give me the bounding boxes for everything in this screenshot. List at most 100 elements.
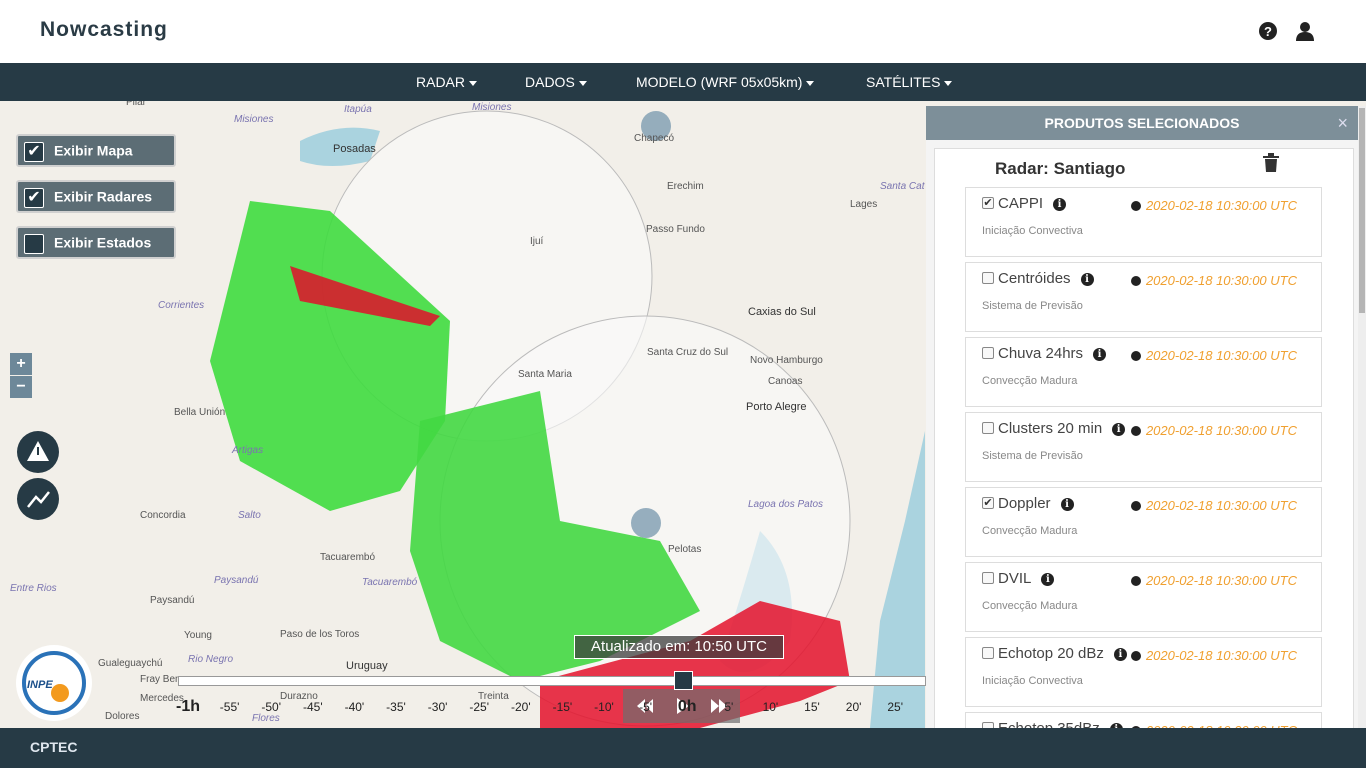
info-icon[interactable]: i <box>1113 647 1127 661</box>
map[interactable]: INPE PilarMisionesItapúaMisionesResisten… <box>0 101 1366 728</box>
product-checkbox[interactable] <box>982 647 994 659</box>
info-icon[interactable]: i <box>1109 722 1123 728</box>
info-icon[interactable]: i <box>1080 272 1094 286</box>
zoom-button[interactable]: + <box>10 353 32 375</box>
product-name-text: CAPPI <box>998 195 1044 212</box>
product-item: DVIL i 2020-02-18 10:30:00 UTC Convecção Ma… <box>965 562 1322 632</box>
timeline-label: 5' <box>724 700 734 714</box>
map-label: Lages <box>850 199 878 210</box>
map-label: Santa Maria <box>518 369 572 380</box>
timeline-label: 25' <box>887 700 904 714</box>
toggle-label: Exibir Radares <box>54 188 153 205</box>
tool-buttons[interactable] <box>16 431 60 521</box>
timeline-label: 10' <box>762 700 779 714</box>
info-icon[interactable]: i <box>1060 497 1074 511</box>
timeline-label: -5' <box>639 700 653 714</box>
product-item: Echotop 35dBzi2020-02-18 10:30:00 UTCIni… <box>965 712 1322 728</box>
nav-item[interactable]: DADOS <box>525 74 587 90</box>
product-time: 2020-02-18 10:30:00 UTC <box>1131 423 1297 438</box>
info-icon[interactable]: i <box>1041 572 1055 586</box>
zoom-button[interactable]: − <box>10 376 32 398</box>
map-label: Chapecó <box>634 133 675 144</box>
close-button[interactable]: × <box>1337 113 1348 133</box>
info-icon[interactable]: i <box>1112 422 1126 436</box>
map-label: Tacuarembó <box>320 552 376 563</box>
player-controls[interactable] <box>623 689 740 723</box>
cptec-logo: CPTEC <box>30 739 78 755</box>
product-checkbox[interactable] <box>982 347 994 359</box>
timeline-label: 20' <box>845 700 862 714</box>
timeline-label: -55' <box>219 700 240 714</box>
product-checkbox[interactable] <box>982 272 994 284</box>
product-checkbox[interactable]: ✔ <box>982 497 994 509</box>
timeline-thumb[interactable] <box>674 671 693 690</box>
product-item: Clusters 20 min i 2020-02-18 10:30:00 UTC S… <box>965 412 1322 482</box>
scroll-thumb[interactable] <box>1359 108 1365 313</box>
map-label: Porto Alegre <box>746 401 807 413</box>
panel-card: Radar: Santiago ✔ CAPPI i 2020-02-18 10:30:… <box>934 148 1354 728</box>
product-time: 2020-02-18 10:30:00 UTC <box>1131 273 1297 288</box>
info-icon[interactable]: i <box>1093 347 1107 361</box>
map-toggle[interactable]: ✔ Exibir Mapa <box>16 134 176 167</box>
map-label: Concordia <box>140 510 186 521</box>
nav-item[interactable]: MODELO (WRF 05x05km) <box>636 74 814 90</box>
updated-label: Atualizado em: 10:50 UTC <box>574 635 784 659</box>
toggle-checkbox[interactable]: ✔ <box>24 142 44 162</box>
product-time: 2020-02-18 10:30:00 UTC <box>1131 648 1297 663</box>
product-name-text: Echotop 35dBz <box>998 720 1100 728</box>
map-label: Tacuarembó <box>362 577 418 588</box>
player-icons <box>637 698 727 714</box>
map-toggle[interactable]: Exibir Estados <box>16 226 176 259</box>
map-toggle[interactable]: ✔ Exibir Radares <box>16 180 176 213</box>
toggle-checkbox[interactable] <box>24 234 44 254</box>
map-label: Erechim <box>667 181 704 192</box>
timeline-label: -20' <box>510 700 531 714</box>
map-label: Lagoa dos Patos <box>748 499 824 510</box>
product-checkbox[interactable] <box>982 572 994 584</box>
product-name-text: Chuva 24hrs <box>998 345 1084 362</box>
product-category: Iniciação Convectiva <box>982 675 1083 687</box>
map-label: Dolores <box>105 711 140 722</box>
product-category: Sistema de Previsão <box>982 450 1083 462</box>
product-name-text: Centróides <box>998 270 1071 287</box>
product-checkbox[interactable]: ✔ <box>982 197 994 209</box>
product-name-text: DVIL <box>998 570 1032 587</box>
product-item: Centróides i 2020-02-18 10:30:00 UTC Sistem… <box>965 262 1322 332</box>
product-name: CAPPI i <box>998 195 1067 212</box>
product-name-text: Clusters 20 min <box>998 420 1103 437</box>
radar-name: Radar: Santiago <box>995 159 1126 178</box>
user-icons[interactable]: ? <box>1258 21 1318 43</box>
logo[interactable]: Nowcasting <box>40 18 168 41</box>
product-time: 2020-02-18 10:30:00 UTC <box>1131 498 1297 513</box>
product-name-text: Doppler <box>998 495 1051 512</box>
toggle-checkbox[interactable]: ✔ <box>24 188 44 208</box>
timeline-label: -15' <box>552 700 573 714</box>
map-label: Itapúa <box>344 104 372 115</box>
map-label: Salto <box>238 510 261 521</box>
map-label: Novo Hamburgo <box>750 355 823 366</box>
map-label: Corrientes <box>158 300 205 311</box>
timeline-label: -50' <box>261 700 282 714</box>
map-label: Bella Unión <box>174 407 226 418</box>
nav-item[interactable]: SATÉLITES <box>866 74 952 90</box>
timeline-label: -25' <box>469 700 490 714</box>
timeline-bar[interactable] <box>178 676 926 686</box>
product-checkbox[interactable] <box>982 422 994 434</box>
trash-icon[interactable] <box>1262 153 1280 173</box>
map-label: Gualeguaychú <box>98 658 163 669</box>
map-label: Flores <box>252 713 280 724</box>
product-name: Clusters 20 min i <box>998 420 1126 437</box>
footer <box>0 728 1366 768</box>
map-label: Posadas <box>333 143 376 155</box>
product-category: Iniciação Convectiva <box>982 225 1083 237</box>
map-label: Mercedes <box>140 693 184 704</box>
map-label: Entre Rios <box>10 583 57 594</box>
inpe-logo-art <box>16 645 92 721</box>
product-time: 2020-02-18 10:30:00 UTC <box>1131 573 1297 588</box>
nav-item[interactable]: RADAR <box>416 74 477 90</box>
product-name: DVIL i <box>998 570 1055 587</box>
info-icon[interactable]: i <box>1053 197 1067 211</box>
scrollbar[interactable] <box>1358 106 1366 728</box>
product-checkbox[interactable] <box>982 722 994 728</box>
